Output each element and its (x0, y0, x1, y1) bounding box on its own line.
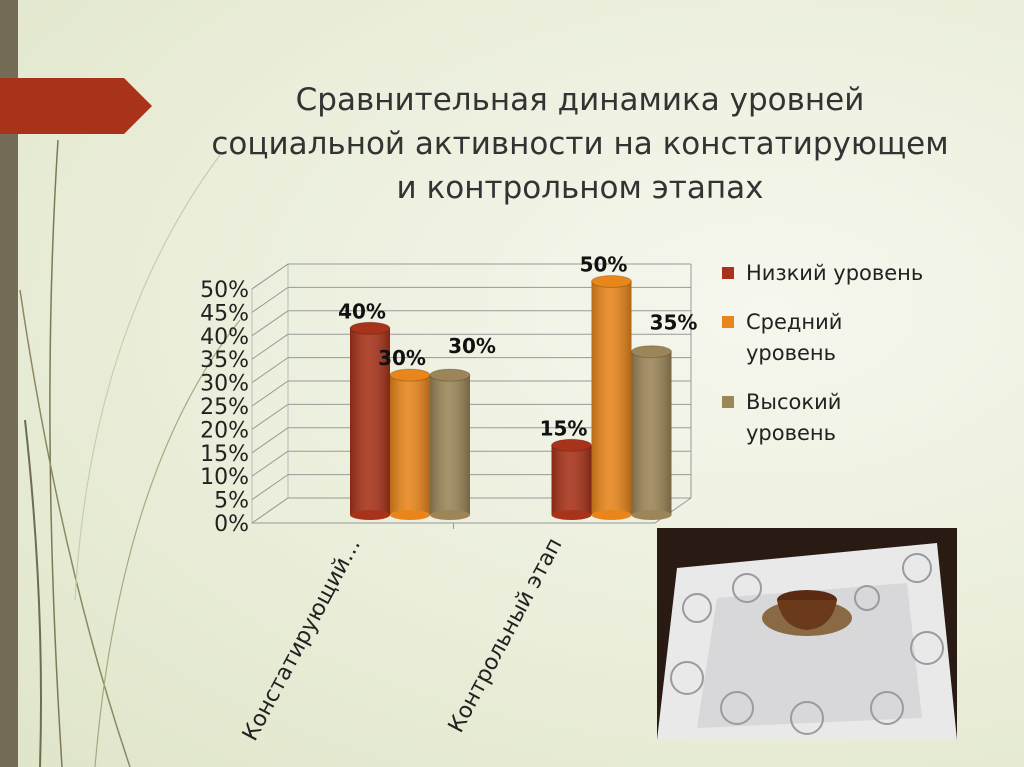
x-tick-label: Констатирующий… (238, 534, 366, 745)
y-tick-label: 0% (214, 512, 249, 537)
legend-label: Низкий уровень (746, 261, 924, 285)
x-tick-label: Контрольный этап (444, 534, 568, 737)
bar-base (631, 510, 672, 520)
lace-tablecloth-photo (657, 528, 957, 740)
left-accent-bar (0, 0, 18, 767)
y-tick-label: 10% (200, 465, 249, 490)
gridline-side (251, 450, 289, 477)
bar-top (631, 345, 672, 359)
data-label: 15% (540, 416, 588, 440)
gridline-side (251, 427, 289, 454)
y-tick-label: 15% (200, 442, 249, 467)
legend-swatch (722, 316, 734, 328)
bar-shade (631, 351, 672, 515)
gridline-side (251, 357, 289, 384)
gridline-side (251, 380, 289, 407)
legend-item: Средний уровень (722, 307, 896, 369)
bar-base (350, 510, 390, 520)
y-tick-label: 25% (200, 395, 249, 420)
bar-shade (430, 375, 470, 515)
data-label: 30% (378, 346, 426, 370)
bar-top (429, 368, 471, 382)
slide-title: Сравнительная динамика уровней социально… (211, 82, 949, 206)
chart-legend: Низкий уровень Средний уровень Высокий у… (722, 258, 923, 467)
legend-item: Низкий уровень (722, 258, 923, 289)
floor-edge (252, 497, 692, 524)
legend-swatch (722, 396, 734, 408)
y-tick-label: 40% (200, 325, 249, 350)
y-tick-label: 45% (200, 301, 249, 326)
bar-top (389, 368, 431, 382)
legend-label: Средний уровень (746, 310, 843, 365)
data-label: 40% (338, 299, 386, 323)
bar-top (349, 321, 391, 335)
data-label: 30% (448, 334, 496, 358)
bar-top (591, 275, 632, 288)
gridline-side (251, 310, 289, 337)
gridline-side (251, 497, 289, 524)
decorative-lines (19, 139, 241, 767)
y-tick-label: 5% (214, 489, 249, 514)
data-label: 35% (650, 311, 698, 335)
bar-base (430, 510, 470, 520)
y-tick-label: 20% (200, 418, 249, 443)
gridline-side (251, 286, 289, 313)
bar-base (390, 510, 430, 520)
bar-shade (390, 375, 430, 515)
bar-top (551, 438, 592, 452)
bar-shade (551, 445, 592, 515)
legend-item: Высокий уровень (722, 387, 896, 449)
gridline-side (251, 333, 289, 360)
bar-shade (591, 281, 632, 515)
bar-shade (350, 328, 390, 515)
gridline-side (251, 403, 289, 430)
legend-label: Высокий уровень (746, 390, 842, 445)
y-tick-label: 50% (200, 278, 249, 303)
gridline-side (251, 474, 289, 501)
bar-base (551, 510, 592, 520)
bar-base (591, 510, 632, 520)
legend-swatch (722, 267, 734, 279)
data-label: 50% (580, 253, 628, 277)
y-tick-label: 30% (200, 372, 249, 397)
y-tick-label: 35% (200, 348, 249, 373)
title-arrow-shape (0, 78, 152, 134)
gridline-side (251, 263, 289, 290)
